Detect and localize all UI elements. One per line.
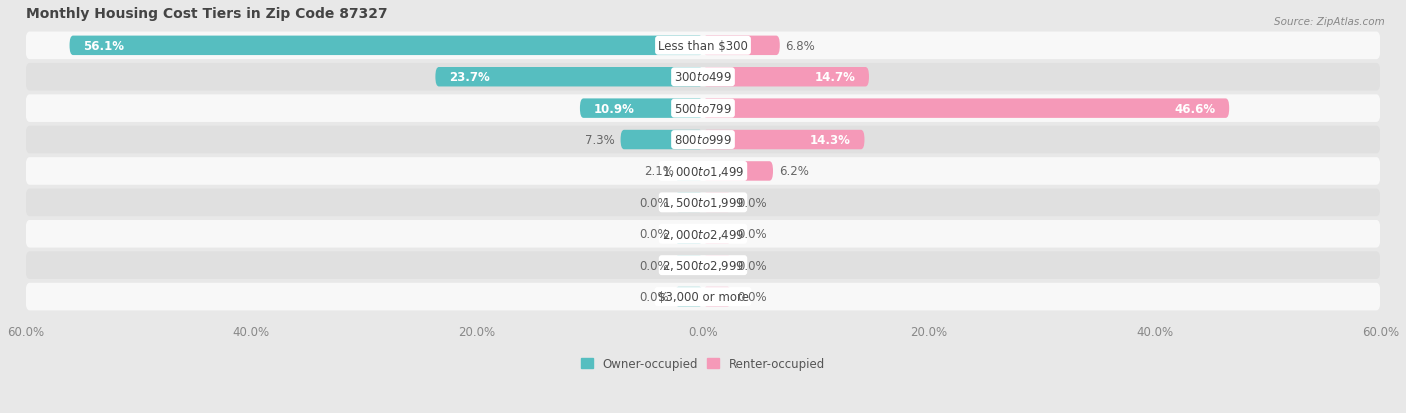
Text: 7.3%: 7.3% xyxy=(585,134,614,147)
FancyBboxPatch shape xyxy=(675,193,703,213)
FancyBboxPatch shape xyxy=(675,225,703,244)
FancyBboxPatch shape xyxy=(436,68,703,87)
Text: $2,500 to $2,999: $2,500 to $2,999 xyxy=(662,259,744,273)
Text: 0.0%: 0.0% xyxy=(640,228,669,241)
Text: 0.0%: 0.0% xyxy=(640,196,669,209)
FancyBboxPatch shape xyxy=(703,68,869,87)
FancyBboxPatch shape xyxy=(675,162,703,181)
FancyBboxPatch shape xyxy=(579,99,703,119)
Text: 23.7%: 23.7% xyxy=(449,71,489,84)
FancyBboxPatch shape xyxy=(620,131,703,150)
Text: 0.0%: 0.0% xyxy=(737,228,766,241)
FancyBboxPatch shape xyxy=(703,36,780,56)
FancyBboxPatch shape xyxy=(675,287,703,306)
FancyBboxPatch shape xyxy=(25,126,1381,154)
Text: 10.9%: 10.9% xyxy=(593,102,634,115)
Text: $3,000 or more: $3,000 or more xyxy=(658,290,748,303)
Legend: Owner-occupied, Renter-occupied: Owner-occupied, Renter-occupied xyxy=(576,352,830,375)
FancyBboxPatch shape xyxy=(25,283,1381,311)
FancyBboxPatch shape xyxy=(25,189,1381,217)
FancyBboxPatch shape xyxy=(25,252,1381,279)
FancyBboxPatch shape xyxy=(25,221,1381,248)
FancyBboxPatch shape xyxy=(69,36,703,56)
FancyBboxPatch shape xyxy=(703,193,731,213)
Text: 0.0%: 0.0% xyxy=(640,290,669,303)
Text: 6.2%: 6.2% xyxy=(779,165,808,178)
FancyBboxPatch shape xyxy=(675,256,703,275)
Text: $1,000 to $1,499: $1,000 to $1,499 xyxy=(662,164,744,178)
Text: 0.0%: 0.0% xyxy=(737,259,766,272)
Text: $800 to $999: $800 to $999 xyxy=(673,134,733,147)
Text: 0.0%: 0.0% xyxy=(737,290,766,303)
Text: Monthly Housing Cost Tiers in Zip Code 87327: Monthly Housing Cost Tiers in Zip Code 8… xyxy=(25,7,387,21)
Text: 14.7%: 14.7% xyxy=(814,71,855,84)
FancyBboxPatch shape xyxy=(703,162,773,181)
Text: 2.1%: 2.1% xyxy=(644,165,673,178)
FancyBboxPatch shape xyxy=(703,99,1229,119)
FancyBboxPatch shape xyxy=(25,64,1381,91)
Text: $1,500 to $1,999: $1,500 to $1,999 xyxy=(662,196,744,210)
Text: $2,000 to $2,499: $2,000 to $2,499 xyxy=(662,227,744,241)
Text: Less than $300: Less than $300 xyxy=(658,40,748,53)
Text: Source: ZipAtlas.com: Source: ZipAtlas.com xyxy=(1274,17,1385,26)
Text: $500 to $799: $500 to $799 xyxy=(673,102,733,115)
FancyBboxPatch shape xyxy=(25,158,1381,185)
Text: $300 to $499: $300 to $499 xyxy=(673,71,733,84)
FancyBboxPatch shape xyxy=(703,225,731,244)
FancyBboxPatch shape xyxy=(25,95,1381,123)
Text: 6.8%: 6.8% xyxy=(786,40,815,53)
Text: 56.1%: 56.1% xyxy=(83,40,124,53)
Text: 0.0%: 0.0% xyxy=(737,196,766,209)
Text: 14.3%: 14.3% xyxy=(810,134,851,147)
FancyBboxPatch shape xyxy=(703,131,865,150)
FancyBboxPatch shape xyxy=(25,33,1381,60)
Text: 0.0%: 0.0% xyxy=(640,259,669,272)
FancyBboxPatch shape xyxy=(703,287,731,306)
Text: 46.6%: 46.6% xyxy=(1174,102,1216,115)
FancyBboxPatch shape xyxy=(703,256,731,275)
